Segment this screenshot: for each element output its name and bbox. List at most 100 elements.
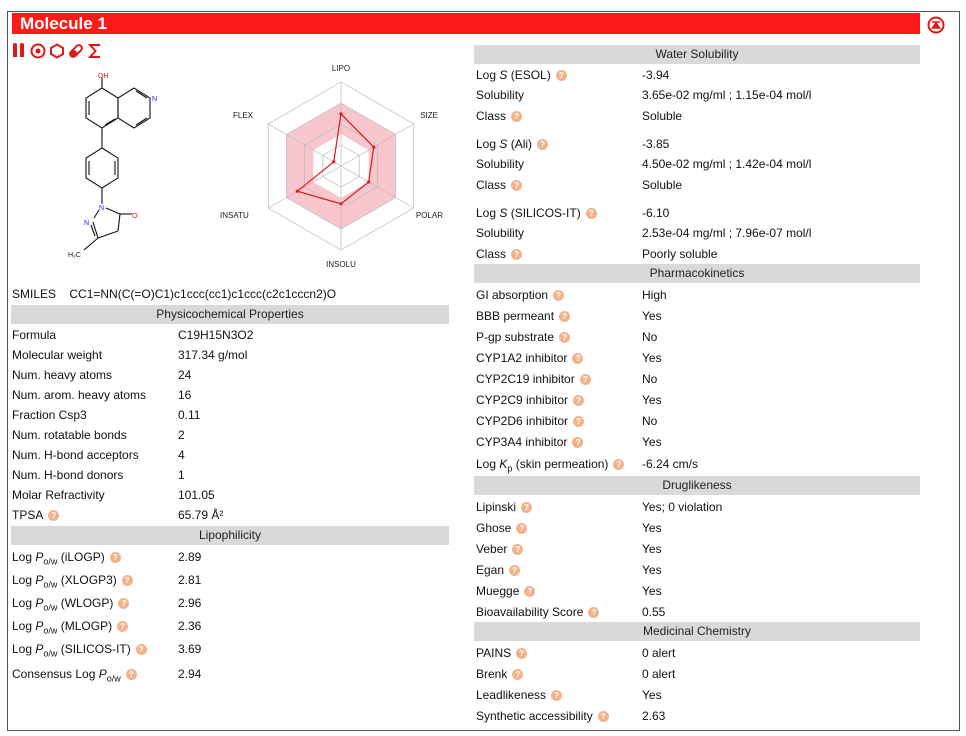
physchem-header: Physicochemical Properties	[11, 305, 449, 324]
class-ali-label: Class?	[476, 175, 523, 195]
pk-skin-permeation-value: -6.24 cm/s	[642, 457, 699, 471]
n-label: N	[152, 96, 157, 103]
drug-bioavailability-score-value: 0.55	[642, 605, 666, 619]
medchem-leadlikeness-label: Leadlikeness?	[476, 685, 563, 705]
drug-muegge-value: Yes	[642, 584, 662, 598]
brenk-help-icon[interactable]: ?	[512, 669, 524, 680]
logp-xlogp3-value: 2.81	[178, 573, 202, 587]
drug-bioavailability-score-label: Bioavailability Score?	[476, 602, 600, 622]
physchem-num-arom-heavy-atoms-label: Num. arom. heavy atoms	[12, 388, 147, 402]
muegge-help-icon[interactable]: ?	[524, 586, 536, 597]
solubility-ali-label: Solubility	[476, 157, 525, 171]
class-esol-value: Soluble	[642, 109, 683, 123]
logp-ilogp-label: Log Po/w (iLOGP)?	[12, 547, 121, 571]
sigma-icon[interactable]	[87, 43, 103, 59]
physchem-molecular-weight-value: 317.34 g/mol	[178, 348, 248, 362]
pk-cyp2d6-inhibitor-value: No	[642, 414, 658, 428]
drug-muegge-label: Muegge?	[476, 581, 536, 601]
lipinski-help-icon[interactable]: ?	[521, 502, 533, 513]
structure-diagram: OH N N N O H₃C	[68, 73, 157, 259]
molecule-info-icon[interactable]	[11, 43, 27, 59]
logp-wlogp-help-icon[interactable]: ?	[118, 598, 130, 609]
medchem-pains-label: PAINS?	[476, 643, 528, 663]
physchem-formula-label: Formula	[12, 328, 57, 342]
solubility-ali-value: 4.50e-02 mg/ml ; 1.42e-04 mol/l	[642, 157, 812, 171]
gi-absorption-help-icon[interactable]: ?	[553, 290, 565, 301]
water-solubility-header: Water Solubility	[474, 45, 920, 64]
logp-silicos-it-help-icon[interactable]: ?	[135, 644, 147, 655]
cyp1a2-inhibitor-help-icon[interactable]: ?	[572, 353, 584, 364]
logp-wlogp-label: Log Po/w (WLOGP)?	[12, 593, 130, 617]
physchem-tpsa-label: TPSA?	[12, 505, 60, 525]
cyp2d6-inhibitor-help-icon[interactable]: ?	[573, 416, 585, 427]
leadlikeness-help-icon[interactable]: ?	[551, 690, 563, 701]
ring-icon[interactable]	[49, 43, 65, 59]
radar-label-flex: FLEX	[233, 111, 254, 120]
physchem-molar-refractivity-value: 101.05	[178, 488, 215, 502]
skin-permeation-help-icon[interactable]: ?	[613, 459, 625, 470]
drug-lipinski-label: Lipinski?	[476, 497, 533, 517]
logp-xlogp3-help-icon[interactable]: ?	[121, 575, 133, 586]
logp-silicos-it-value: 3.69	[178, 642, 202, 656]
logs-esol-help-icon[interactable]: ?	[555, 70, 567, 81]
solubility-silicos-it-label: Solubility	[476, 226, 525, 240]
logs-ali-value: -3.85	[642, 137, 670, 151]
class-ali-value: Soluble	[642, 178, 683, 192]
logs-esol-value: -3.94	[642, 68, 670, 82]
pk-cyp2c9-inhibitor-value: Yes	[642, 393, 662, 407]
tpsa-help-icon[interactable]: ?	[48, 510, 60, 521]
class-silicos-it-label: Class?	[476, 244, 523, 264]
bbb-permeant-help-icon[interactable]: ?	[559, 311, 571, 322]
veber-help-icon[interactable]: ?	[512, 544, 524, 555]
radar-label-insatu: INSATU	[220, 211, 249, 220]
logp-ilogp-value: 2.89	[178, 550, 202, 564]
cyp3a4-inhibitor-help-icon[interactable]: ?	[572, 437, 584, 448]
consensus-logp-help-icon[interactable]: ?	[125, 669, 137, 680]
synthetic-accessibility-help-icon[interactable]: ?	[597, 711, 609, 722]
p-gp-substrate-help-icon[interactable]: ?	[559, 332, 571, 343]
class-ali-help-icon[interactable]: ?	[511, 180, 523, 191]
drug-lipinski-value: Yes; 0 violation	[642, 500, 723, 514]
bioavailability-score-help-icon[interactable]: ?	[588, 607, 600, 618]
profile-point-polar	[367, 180, 371, 184]
molecule-title: Molecule 1	[12, 13, 920, 34]
target-icon[interactable]	[30, 43, 46, 59]
pains-help-icon[interactable]: ?	[516, 648, 528, 659]
ch3-label: H₃C	[68, 252, 81, 259]
smiles-value: CC1=NN(C(=O)C1)c1ccc(cc1)c1ccc(c2c1cccn2…	[69, 287, 337, 301]
scroll-top-icon[interactable]	[927, 16, 945, 34]
icon-toolbar	[11, 42, 103, 60]
egan-help-icon[interactable]: ?	[509, 565, 521, 576]
physchem-molar-refractivity-label: Molar Refractivity	[12, 488, 105, 502]
pk-cyp1a2-inhibitor-value: Yes	[642, 351, 662, 365]
logs-silicos-it-label: Log S (SILICOS-IT)?	[476, 203, 597, 223]
logp-ilogp-help-icon[interactable]: ?	[109, 552, 121, 563]
radar-axis-1	[340, 123, 414, 167]
pk-gi-absorption-label: GI absorption?	[476, 285, 565, 305]
logp-mlogp-help-icon[interactable]: ?	[117, 621, 129, 632]
physchem-molecular-weight-label: Molecular weight	[12, 348, 103, 362]
logp-mlogp-label: Log Po/w (MLOGP)?	[12, 616, 129, 640]
pk-cyp2c19-inhibitor-label: CYP2C19 inhibitor?	[476, 369, 591, 389]
n-label-3: N	[84, 220, 89, 227]
radar-label-size: SIZE	[420, 111, 438, 120]
cyp2c9-inhibitor-help-icon[interactable]: ?	[573, 395, 585, 406]
class-esol-help-icon[interactable]: ?	[511, 111, 523, 122]
medchem-brenk-value: 0 alert	[642, 667, 676, 681]
physchem-num-h-bond-acceptors-label: Num. H-bond acceptors	[12, 448, 139, 462]
pk-cyp3a4-inhibitor-label: CYP3A4 inhibitor?	[476, 432, 584, 452]
logs-ali-help-icon[interactable]: ?	[537, 139, 549, 150]
oh-label: OH	[98, 73, 109, 80]
consensus-logp-value: 2.94	[178, 667, 202, 681]
drug-ghose-value: Yes	[642, 521, 662, 535]
ghose-help-icon[interactable]: ?	[516, 523, 528, 534]
profile-point-lipo	[339, 112, 343, 116]
profile-point-insatu	[295, 189, 299, 193]
class-silicos-it-help-icon[interactable]: ?	[511, 249, 523, 260]
logs-silicos-it-help-icon[interactable]: ?	[585, 208, 597, 219]
medchem-synthetic-accessibility-value: 2.63	[642, 709, 666, 723]
cyp2c19-inhibitor-help-icon[interactable]: ?	[579, 374, 591, 385]
class-esol-label: Class?	[476, 106, 523, 126]
pk-cyp2c9-inhibitor-label: CYP2C9 inhibitor?	[476, 390, 585, 410]
pill-icon[interactable]	[68, 43, 84, 59]
